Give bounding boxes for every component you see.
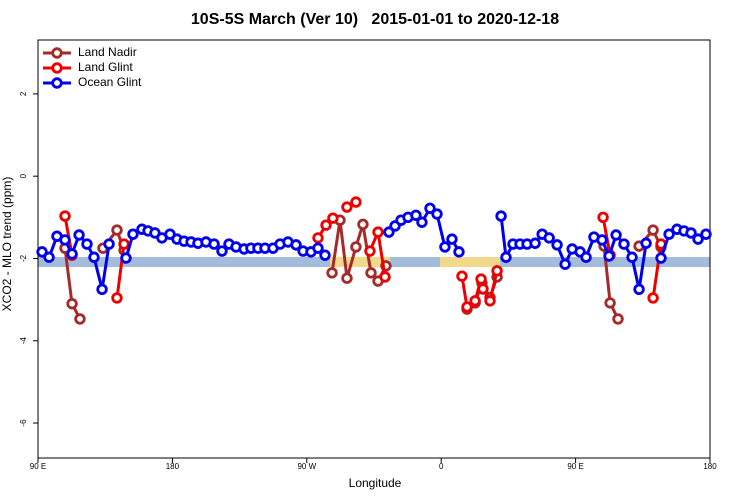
x-tick-label: 180 bbox=[703, 462, 717, 471]
data-point bbox=[491, 265, 503, 277]
legend-marker bbox=[51, 77, 63, 89]
data-point bbox=[551, 239, 563, 251]
legend-label: Land Nadir bbox=[78, 45, 137, 59]
data-point bbox=[597, 211, 609, 224]
data-point bbox=[604, 297, 616, 309]
data-point bbox=[73, 229, 85, 241]
data-point bbox=[364, 245, 376, 257]
legend-marker bbox=[51, 62, 63, 74]
data-point bbox=[216, 245, 228, 257]
data-point bbox=[529, 237, 541, 249]
data-point bbox=[341, 272, 353, 284]
data-point bbox=[111, 292, 123, 304]
data-point bbox=[655, 252, 667, 264]
y-tick-label: -4 bbox=[19, 337, 28, 345]
data-point bbox=[461, 301, 473, 313]
data-point bbox=[379, 271, 391, 283]
data-point bbox=[618, 238, 630, 250]
data-point bbox=[692, 233, 704, 245]
data-point bbox=[500, 251, 512, 263]
y-tick-label: -6 bbox=[19, 419, 28, 427]
data-point bbox=[127, 228, 139, 240]
legend-label: Land Glint bbox=[78, 60, 133, 74]
data-point bbox=[372, 226, 384, 238]
y-tick-label: -2 bbox=[19, 254, 28, 262]
data-point bbox=[610, 229, 622, 241]
data-point bbox=[663, 228, 675, 240]
data-point bbox=[424, 202, 436, 214]
data-point bbox=[477, 283, 489, 295]
data-point bbox=[326, 267, 338, 279]
data-point bbox=[357, 218, 369, 231]
data-point bbox=[88, 251, 100, 263]
data-point bbox=[446, 233, 458, 245]
y-tick-label: 0 bbox=[19, 173, 28, 178]
data-point bbox=[685, 227, 697, 239]
data-point bbox=[596, 234, 608, 246]
x-axis-label: Longitude bbox=[349, 476, 402, 490]
data-point bbox=[312, 232, 324, 244]
y-tick-label: 2 bbox=[19, 91, 28, 96]
data-point bbox=[118, 238, 130, 250]
data-point bbox=[495, 210, 507, 222]
data-point bbox=[456, 270, 468, 282]
data-point bbox=[350, 241, 362, 253]
data-point bbox=[96, 283, 108, 296]
data-point bbox=[66, 248, 78, 260]
legend-label: Ocean Glint bbox=[78, 75, 142, 89]
x-tick-label: 90 W bbox=[297, 462, 316, 471]
data-point bbox=[410, 209, 422, 221]
data-point bbox=[59, 210, 71, 222]
data-point bbox=[647, 292, 659, 304]
data-point bbox=[543, 232, 555, 244]
data-point bbox=[320, 219, 332, 231]
data-point bbox=[475, 273, 487, 285]
reference-band-highlight bbox=[330, 257, 390, 267]
x-tick-label: 180 bbox=[166, 462, 180, 471]
chart-title: 10S-5S March (Ver 10) 2015-01-01 to 2020… bbox=[191, 11, 559, 28]
data-point bbox=[111, 224, 123, 236]
data-point bbox=[290, 239, 302, 251]
data-point bbox=[74, 313, 86, 325]
data-point bbox=[319, 249, 331, 261]
data-point bbox=[640, 237, 652, 249]
data-point bbox=[469, 295, 481, 307]
data-point bbox=[633, 283, 645, 296]
plot-area bbox=[36, 196, 712, 325]
x-tick-label: 90 E bbox=[567, 462, 583, 471]
data-point bbox=[341, 201, 353, 213]
data-point bbox=[453, 246, 465, 258]
data-point bbox=[365, 267, 377, 279]
data-point bbox=[626, 251, 638, 263]
data-point bbox=[484, 295, 496, 307]
data-point bbox=[59, 234, 71, 246]
data-point bbox=[431, 208, 443, 220]
y-axis-label: XCO2 - MLO trend (ppm) bbox=[0, 177, 14, 312]
data-point bbox=[66, 298, 78, 310]
legend-marker bbox=[51, 47, 63, 59]
data-point bbox=[700, 228, 712, 240]
data-point bbox=[416, 216, 428, 228]
data-point bbox=[36, 246, 48, 258]
x-tick-label: 0 bbox=[439, 462, 444, 471]
data-point bbox=[208, 238, 220, 250]
data-point bbox=[439, 241, 451, 253]
reference-band-highlight bbox=[440, 257, 500, 267]
data-point bbox=[43, 251, 55, 263]
data-point bbox=[103, 238, 115, 250]
data-point bbox=[603, 250, 615, 262]
data-point bbox=[81, 238, 93, 250]
data-point bbox=[120, 252, 132, 264]
data-point bbox=[559, 258, 571, 270]
data-point bbox=[327, 212, 339, 224]
data-point bbox=[312, 242, 324, 254]
data-point bbox=[350, 196, 362, 208]
data-point bbox=[647, 224, 659, 236]
data-point bbox=[580, 251, 592, 263]
x-tick-label: 90 E bbox=[30, 462, 46, 471]
data-point bbox=[612, 313, 624, 325]
